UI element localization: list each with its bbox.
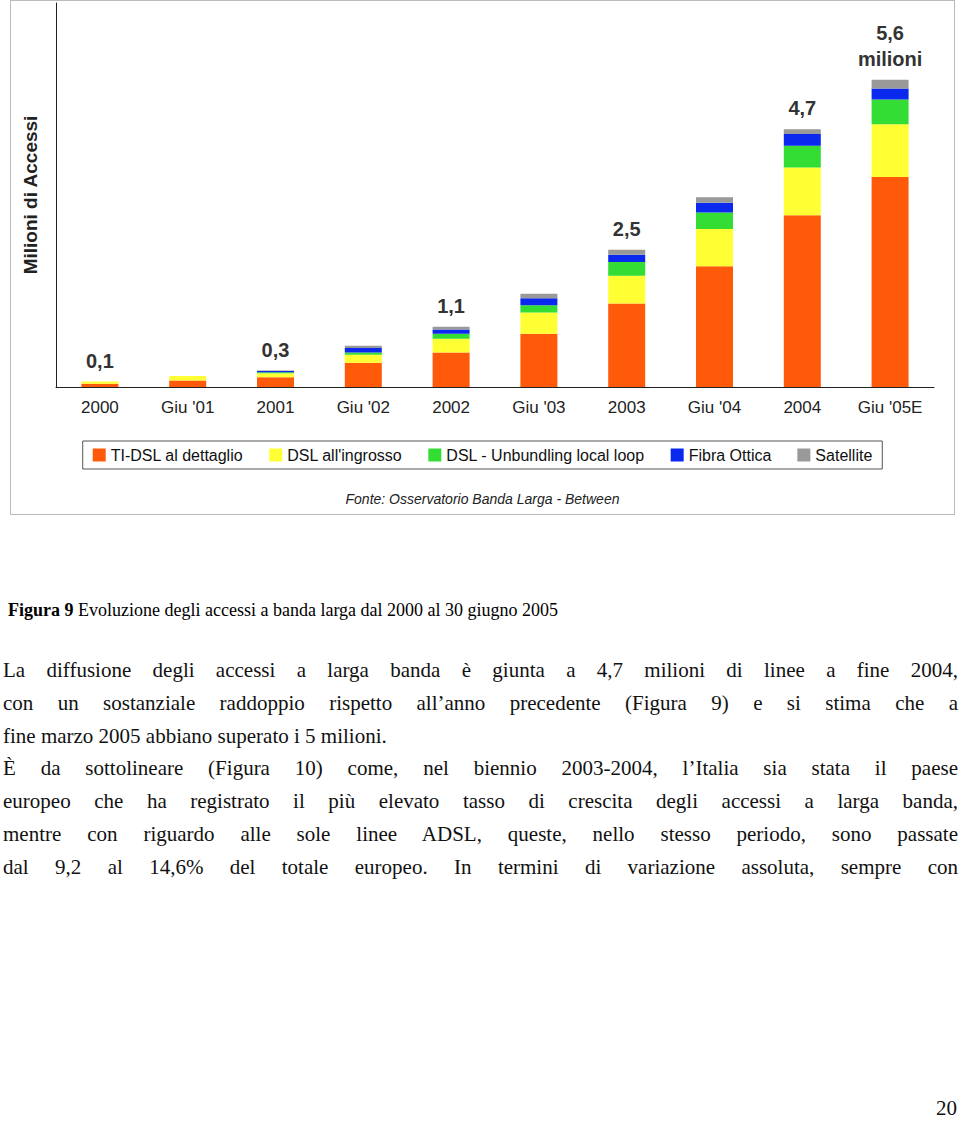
svg-text:Giu '05E: Giu '05E [858,398,923,417]
svg-text:Giu '02: Giu '02 [337,398,390,417]
svg-text:2002: 2002 [432,398,470,417]
svg-text:Giu '01: Giu '01 [161,398,214,417]
html-text:dal 9,2 al 14,6% del totale eu: dal 9,2 al 14,6% del totale europeo. In … [3,854,958,879]
svg-text:milioni: milioni [858,48,922,70]
svg-text:Giu '03: Giu '03 [512,398,565,417]
html-text:con un sostanziale raddoppio r: con un sostanziale raddoppio rispetto al… [3,690,958,715]
svg-text:Satellite: Satellite [815,447,872,464]
svg-text:5,6: 5,6 [876,22,904,44]
svg-text:Giu '04: Giu '04 [688,398,741,417]
svg-text:Fonte: Osservatorio Banda Larg: Fonte: Osservatorio Banda Larga - Betwee… [346,491,620,507]
svg-text:0,1: 0,1 [86,350,114,372]
html-text:Figura 9 Evoluzione degli acce: Figura 9 Evoluzione degli accessi a band… [8,600,558,620]
svg-text:2,5: 2,5 [613,218,641,240]
html-text:mentre con riguardo alle sole: mentre con riguardo alle sole linee ADSL… [3,822,958,846]
html-text:europeo che ha registrato il p: europeo che ha registrato il più elevato… [3,789,958,814]
svg-text:1,1: 1,1 [437,295,465,317]
svg-text:Fibra Ottica: Fibra Ottica [689,447,772,464]
svg-text:DSL all'ingrosso: DSL all'ingrosso [287,447,402,464]
html-text:fine marzo 2005 abbiano supera: fine marzo 2005 abbiano superato i 5 mil… [3,723,387,748]
svg-text:2001: 2001 [257,398,295,417]
svg-text:2003: 2003 [608,398,646,417]
svg-text:4,7: 4,7 [788,97,816,119]
html-text:È da sottolineare (Figura 10): È da sottolineare (Figura 10) come, nel … [3,756,958,781]
svg-text:DSL - Unbundling local loop: DSL - Unbundling local loop [446,447,644,464]
html-text:20: 20 [936,1096,957,1120]
svg-text:TI-DSL al dettaglio: TI-DSL al dettaglio [111,447,243,464]
svg-text:0,3: 0,3 [262,339,290,361]
svg-text:Milioni di Accessi: Milioni di Accessi [20,116,41,275]
svg-text:2000: 2000 [81,398,119,417]
html-text:La diffusione degli accessi a: La diffusione degli accessi a larga band… [3,658,958,682]
svg-text:2004: 2004 [783,398,821,417]
